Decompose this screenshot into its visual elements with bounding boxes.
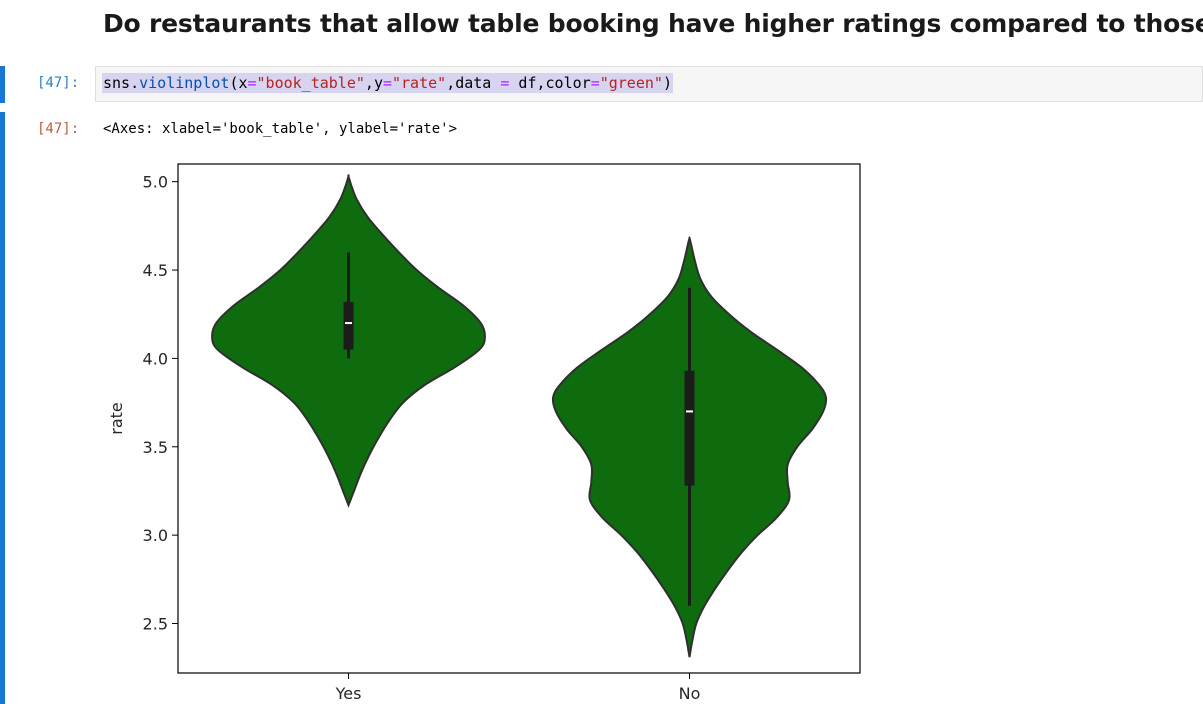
code-arg-color: color bbox=[545, 74, 591, 92]
code-arg-data: data bbox=[455, 74, 501, 92]
code-comma-2: , bbox=[446, 74, 456, 92]
code-data-value: df bbox=[509, 74, 537, 92]
code-color-value: "green" bbox=[599, 74, 663, 92]
y-tick-label: 4.5 bbox=[143, 261, 168, 280]
code-eq-x: = bbox=[247, 74, 257, 92]
y-tick-label: 5.0 bbox=[143, 173, 168, 192]
code-close-paren: ) bbox=[662, 74, 672, 92]
violins-layer bbox=[211, 174, 828, 658]
violin-plot: 2.5 3.0 3.5 4.0 4.5 5.0 Yes No rate bbox=[107, 163, 861, 703]
y-tick-label: 2.5 bbox=[143, 615, 168, 634]
code-y-value: "rate" bbox=[392, 74, 447, 92]
input-cell-active-bar[interactable] bbox=[0, 66, 5, 103]
code-comma-1: , bbox=[364, 74, 374, 92]
violin-iqr-box-yes bbox=[343, 301, 354, 350]
output-cell-active-bar[interactable] bbox=[0, 112, 5, 704]
code-comma-3: , bbox=[536, 74, 546, 92]
markdown-heading: Do restaurants that allow table booking … bbox=[103, 9, 1203, 38]
y-ticks: 2.5 3.0 3.5 4.0 4.5 5.0 bbox=[143, 173, 178, 634]
violin-iqr-box-no bbox=[684, 370, 695, 486]
code-eq-data: = bbox=[500, 74, 510, 92]
x-ticks: Yes No bbox=[335, 673, 701, 703]
y-axis-label: rate bbox=[107, 402, 126, 435]
x-tick-label: No bbox=[679, 684, 701, 703]
y-tick-label: 3.0 bbox=[143, 526, 168, 545]
y-tick-label: 4.0 bbox=[143, 349, 168, 368]
code-open-paren: ( bbox=[229, 74, 239, 92]
code-x-value: "book_table" bbox=[256, 74, 365, 92]
input-prompt: [47]: bbox=[37, 75, 80, 91]
x-tick-label: Yes bbox=[335, 684, 362, 703]
code-arg-y: y bbox=[373, 74, 383, 92]
output-repr: <Axes: xlabel='book_table', ylabel='rate… bbox=[103, 121, 458, 137]
code-eq-y: = bbox=[382, 74, 392, 92]
code-dot: . bbox=[130, 74, 140, 92]
y-tick-label: 3.5 bbox=[143, 438, 168, 457]
output-prompt: [47]: bbox=[37, 121, 80, 137]
code-function: violinplot bbox=[139, 74, 230, 92]
code-module: sns bbox=[103, 74, 131, 92]
code-line[interactable]: sns.violinplot(x="book_table",y="rate",d… bbox=[102, 73, 673, 93]
axes-frame bbox=[177, 163, 861, 674]
code-arg-x: x bbox=[238, 74, 248, 92]
code-eq-color: = bbox=[590, 74, 600, 92]
